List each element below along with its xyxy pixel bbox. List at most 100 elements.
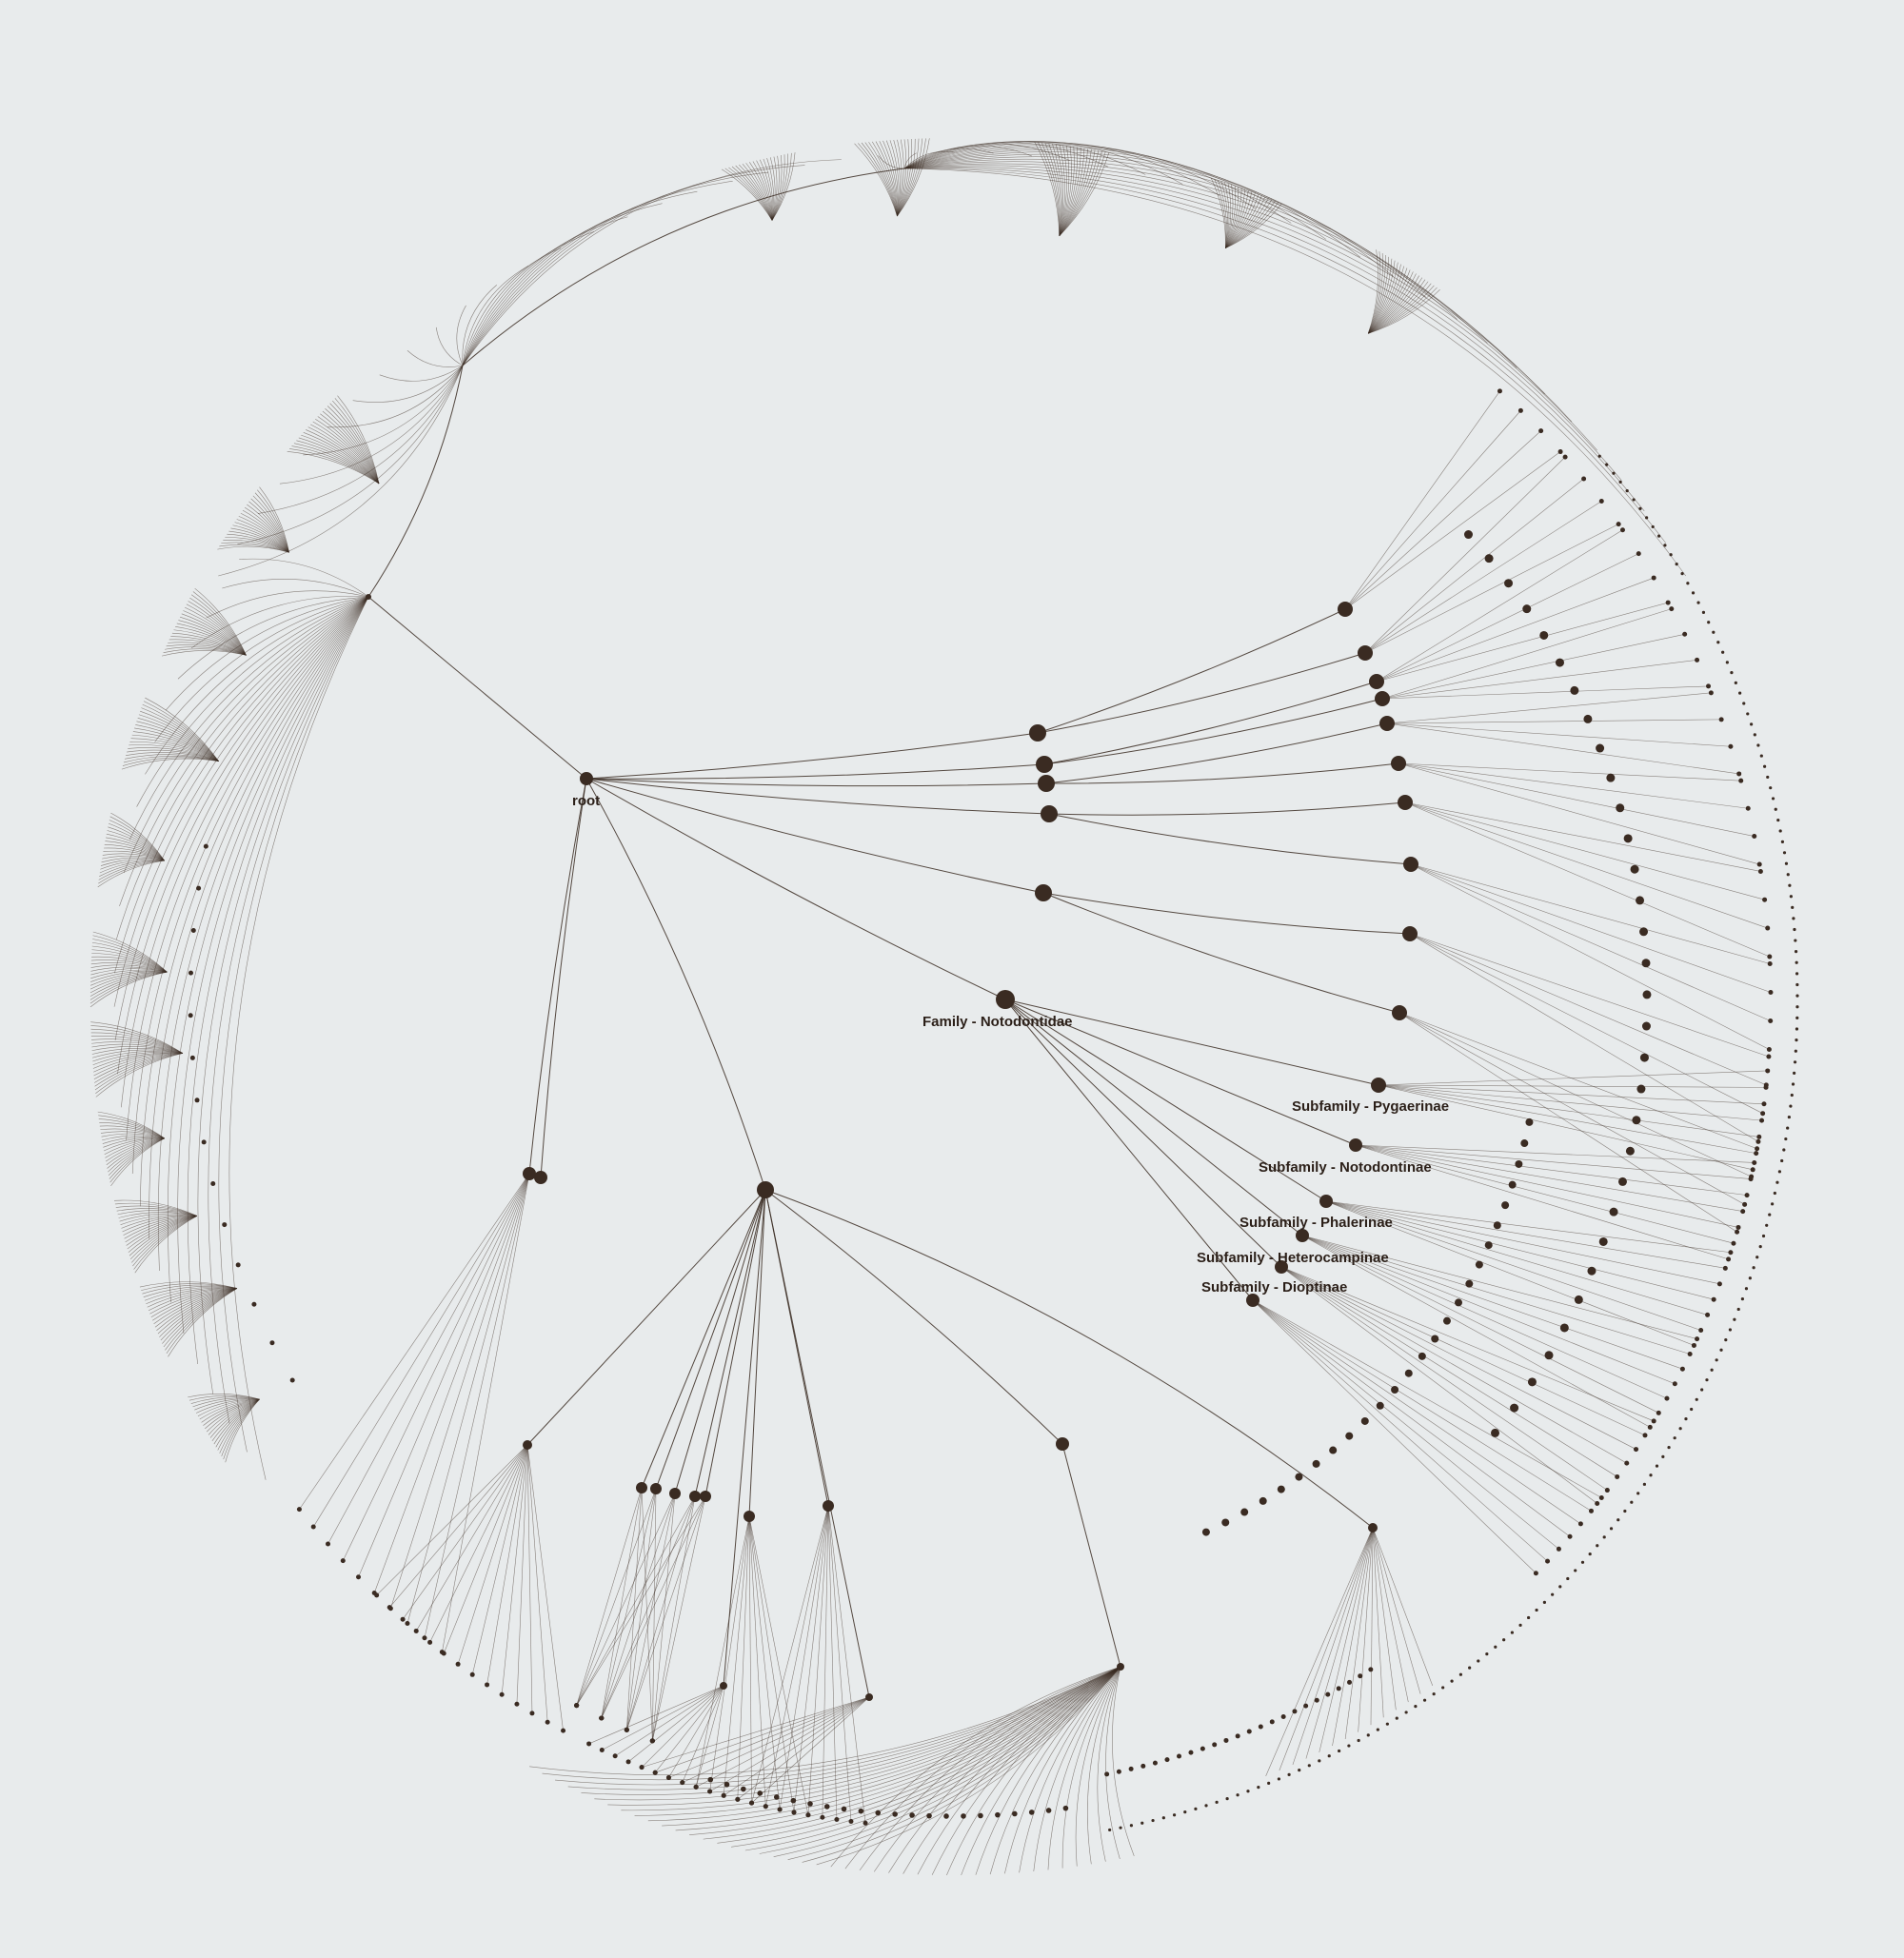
leaf-node bbox=[1752, 1159, 1757, 1165]
subfamily-edge bbox=[1004, 999, 1379, 1086]
leaf-edge bbox=[576, 1495, 706, 1706]
leaf-edge bbox=[724, 1696, 870, 1796]
leaf-edge bbox=[897, 138, 926, 217]
rim-leaf-node bbox=[1750, 722, 1754, 726]
root-node bbox=[580, 772, 593, 785]
leaf-edge bbox=[626, 1487, 643, 1731]
leaf-edge bbox=[1059, 147, 1078, 237]
leaf-edge bbox=[893, 139, 901, 217]
leaf-edge bbox=[642, 1696, 870, 1768]
branch-node bbox=[1041, 805, 1058, 822]
leaf-edge bbox=[1252, 1299, 1559, 1550]
branch-edge bbox=[704, 1189, 766, 1497]
leaf-edge bbox=[724, 168, 773, 221]
leaf-edge bbox=[131, 1216, 198, 1263]
leaf-edge bbox=[462, 159, 842, 366]
leaf-edge bbox=[175, 626, 247, 656]
leaf-edge bbox=[92, 1052, 184, 1066]
leaf-edge bbox=[576, 1487, 643, 1706]
intermediate-node bbox=[1442, 1316, 1451, 1325]
leaf-edge bbox=[576, 1493, 676, 1706]
rim-leaf-node bbox=[1618, 480, 1622, 484]
leaf-edge bbox=[132, 731, 219, 761]
leaf-edge bbox=[254, 492, 289, 553]
rim-leaf-node bbox=[1357, 1738, 1360, 1743]
rim-leaf-node bbox=[1786, 873, 1790, 877]
leaf-edge bbox=[1410, 863, 1770, 1050]
leaf-edge bbox=[634, 1666, 1121, 1816]
rim-leaf-node bbox=[1719, 1348, 1723, 1352]
leaf-edge bbox=[1059, 146, 1072, 236]
leaf-edge bbox=[1112, 1666, 1135, 1857]
leaf-edge bbox=[1368, 285, 1435, 334]
leaf-edge bbox=[1376, 577, 1655, 682]
leaf-edge bbox=[298, 437, 380, 485]
leaf-edge bbox=[735, 165, 773, 221]
leaf-edge bbox=[1332, 1527, 1374, 1747]
rim-leaf-node bbox=[1721, 650, 1725, 654]
leaf-edge bbox=[859, 1666, 1121, 1871]
leaf-node bbox=[1767, 960, 1773, 966]
leaf-edge bbox=[709, 1696, 870, 1792]
leaf-edge bbox=[91, 1043, 184, 1054]
leaf-edge bbox=[139, 1281, 238, 1289]
rim-leaf-node bbox=[1642, 1482, 1647, 1486]
leaf-edge bbox=[526, 1444, 548, 1723]
leaf-edge bbox=[1378, 1070, 1768, 1086]
leaf-edge bbox=[1224, 182, 1230, 248]
leaf-node bbox=[1742, 1201, 1748, 1207]
rim-leaf-node bbox=[1789, 1104, 1793, 1108]
leaf-edge bbox=[129, 1216, 198, 1256]
leaf-node bbox=[1045, 1808, 1052, 1813]
leaf-edge bbox=[1033, 1666, 1121, 1872]
leaf-edge bbox=[1279, 1527, 1374, 1771]
leaf-node bbox=[196, 885, 202, 891]
leaf-edge bbox=[90, 1021, 184, 1054]
leaf-edge bbox=[462, 171, 769, 366]
leaf-edge bbox=[140, 710, 219, 761]
rim-leaf-node bbox=[1327, 1754, 1331, 1758]
leaf-node bbox=[863, 1820, 868, 1826]
leaf-node bbox=[1246, 1729, 1252, 1734]
leaf-edge bbox=[1409, 933, 1763, 1114]
leaf-edge bbox=[1301, 1235, 1697, 1339]
leaf-node bbox=[1235, 1733, 1240, 1739]
leaf-edge bbox=[1048, 143, 1061, 236]
rim-leaf-node bbox=[1780, 840, 1785, 843]
rim-leaf-node bbox=[1669, 553, 1673, 557]
leaf-edge bbox=[223, 540, 289, 553]
rim-leaf-node bbox=[1765, 1223, 1769, 1227]
leaf-edge bbox=[695, 1685, 724, 1788]
leaf-edge bbox=[1225, 186, 1236, 248]
leaf-edge bbox=[1367, 264, 1401, 334]
leaf-node bbox=[326, 1541, 331, 1547]
intermediate-node bbox=[1641, 1021, 1651, 1031]
leaf-edge bbox=[1280, 1266, 1608, 1491]
leaf-edge bbox=[223, 1398, 260, 1460]
leaf-edge bbox=[771, 153, 788, 221]
leaf-edge bbox=[1372, 1527, 1384, 1718]
leaf-edge bbox=[1225, 184, 1234, 248]
leaf-edge bbox=[1368, 287, 1438, 334]
leaf-edge bbox=[139, 596, 369, 1207]
rim-leaf-node bbox=[1707, 621, 1711, 624]
leaf-edge bbox=[462, 181, 733, 366]
intermediate-node bbox=[1376, 1401, 1384, 1410]
intermediate-node bbox=[1201, 1528, 1210, 1536]
leaf-edge bbox=[301, 434, 380, 485]
subfamily-phalerinae-label: Subfamily - Phalerinae bbox=[1240, 1215, 1393, 1231]
rim-leaf-node bbox=[1791, 905, 1795, 909]
leaf-node bbox=[1636, 551, 1641, 557]
leaf-edge bbox=[219, 1398, 260, 1454]
leaf-edge bbox=[100, 1128, 165, 1139]
leaf-edge bbox=[307, 426, 380, 485]
leaf-edge bbox=[1398, 1012, 1757, 1150]
leaf-edge bbox=[1364, 524, 1619, 654]
leaf-edge bbox=[177, 596, 369, 1334]
leaf-edge bbox=[131, 734, 219, 761]
leaf-node bbox=[665, 1775, 671, 1781]
rim-leaf-node bbox=[1766, 775, 1770, 780]
leaf-edge bbox=[89, 971, 168, 1000]
leaf-edge bbox=[110, 1137, 165, 1187]
rim-leaf-node bbox=[1636, 1492, 1640, 1495]
